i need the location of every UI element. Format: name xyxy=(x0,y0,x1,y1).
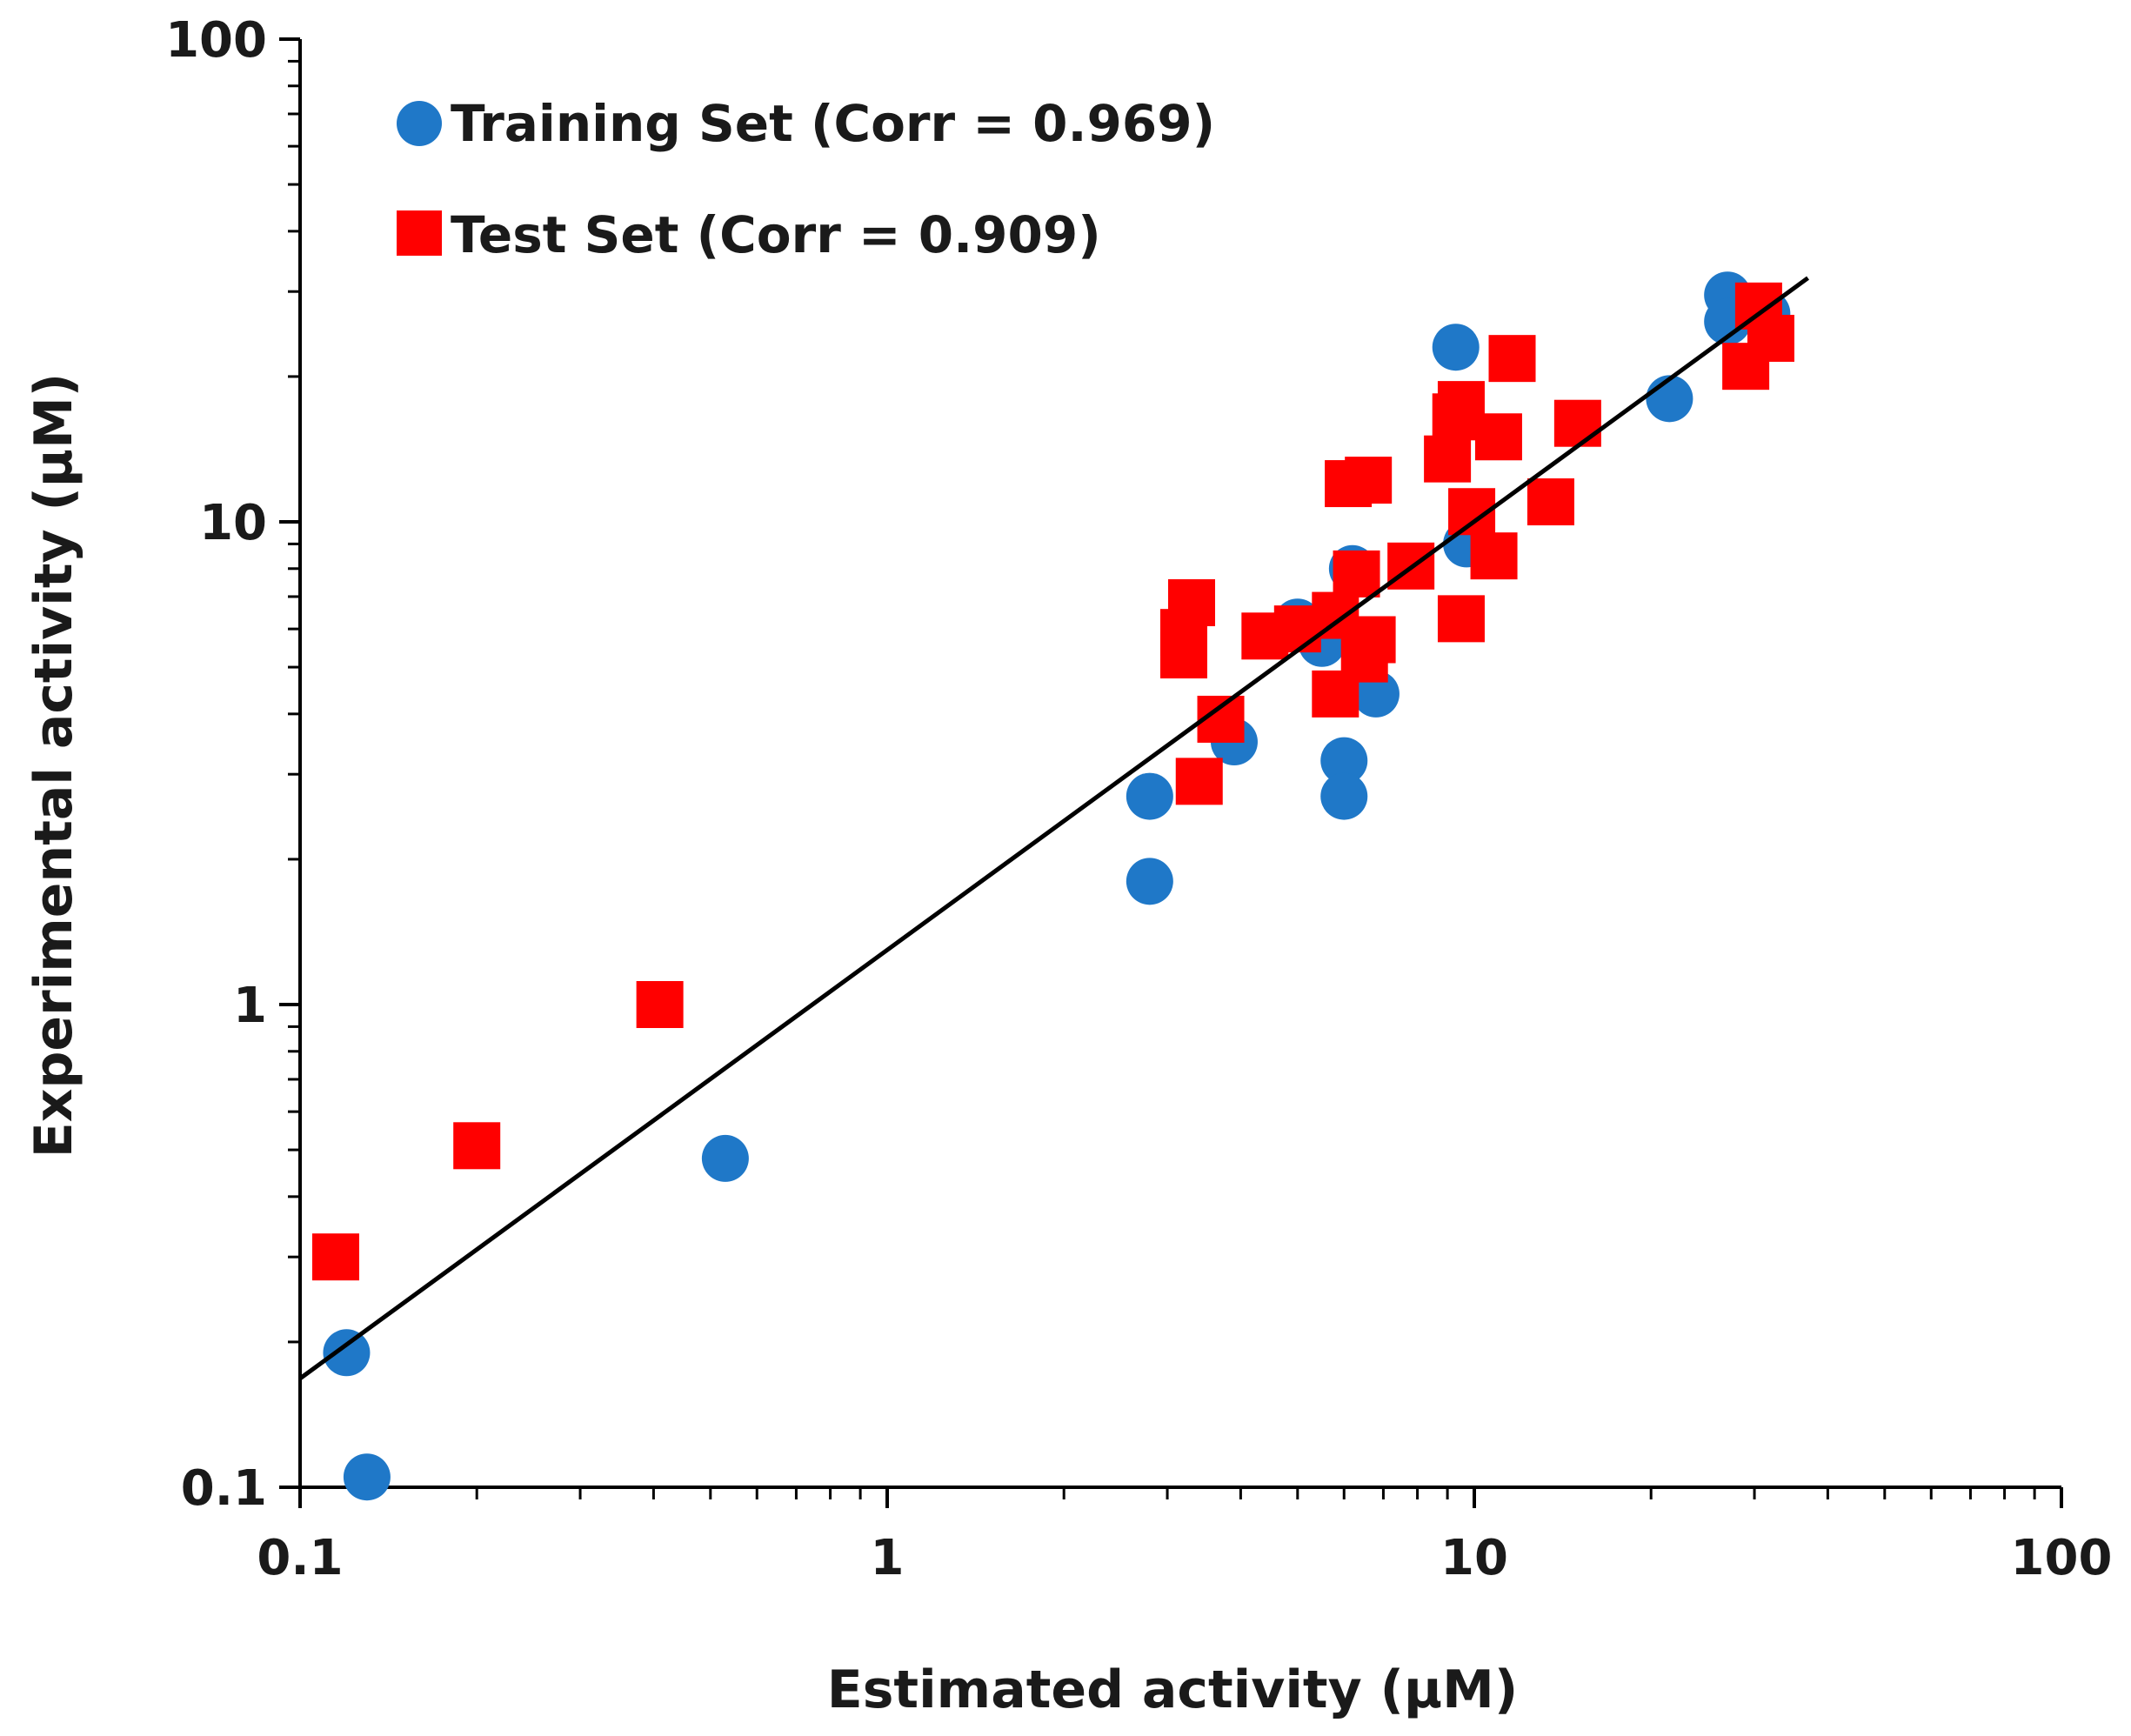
y-tick-label: 1 xyxy=(233,978,267,1034)
test-point xyxy=(1333,550,1380,598)
test-point xyxy=(1488,335,1536,383)
y-tick-label: 0.1 xyxy=(181,1460,267,1517)
training-point xyxy=(343,1453,391,1501)
legend-test-marker xyxy=(397,210,442,256)
test-point xyxy=(1470,532,1518,580)
training-point xyxy=(1126,772,1173,820)
legend-test-label: Test Set (Corr = 0.909) xyxy=(451,205,1101,264)
legend-training-marker xyxy=(397,101,442,146)
training-point xyxy=(1126,858,1173,905)
test-set-series xyxy=(311,282,1794,1281)
test-point xyxy=(1553,399,1601,447)
test-point xyxy=(1526,478,1574,526)
test-point xyxy=(636,981,684,1028)
test-point xyxy=(1424,435,1472,483)
test-point xyxy=(1437,595,1485,643)
minor-ticks xyxy=(288,59,2036,1499)
training-point xyxy=(1646,375,1693,423)
y-axis-title: Experimental activity (µM) xyxy=(23,373,84,1158)
x-tick-labels: 0.1 1 10 100 xyxy=(257,1530,2112,1586)
test-point xyxy=(1175,758,1223,805)
test-point xyxy=(1474,413,1522,461)
x-tick-label: 100 xyxy=(2011,1530,2113,1586)
training-point xyxy=(1432,324,1480,371)
x-tick-label: 0.1 xyxy=(257,1530,343,1586)
legend-training-label: Training Set (Corr = 0.969) xyxy=(451,94,1215,153)
y-tick-labels: 0.1 1 10 100 xyxy=(165,12,267,1517)
legend: Training Set (Corr = 0.969) Test Set (Co… xyxy=(397,94,1215,264)
test-point xyxy=(1345,457,1393,504)
test-point xyxy=(453,1122,501,1170)
training-point xyxy=(1320,772,1368,820)
test-point xyxy=(1747,314,1794,362)
training-point xyxy=(323,1329,371,1377)
x-tick-label: 10 xyxy=(1440,1530,1508,1586)
test-point xyxy=(311,1233,359,1281)
test-point xyxy=(1159,631,1207,679)
y-tick-label: 10 xyxy=(199,495,267,551)
training-point xyxy=(701,1134,749,1182)
major-ticks xyxy=(279,37,2063,1508)
y-tick-label: 100 xyxy=(165,12,267,69)
trendline xyxy=(298,276,1810,1380)
test-point xyxy=(1348,616,1396,664)
training-point xyxy=(1320,737,1368,785)
x-axis-title: Estimated activity (µM) xyxy=(827,1659,1519,1720)
x-tick-label: 1 xyxy=(871,1530,905,1586)
